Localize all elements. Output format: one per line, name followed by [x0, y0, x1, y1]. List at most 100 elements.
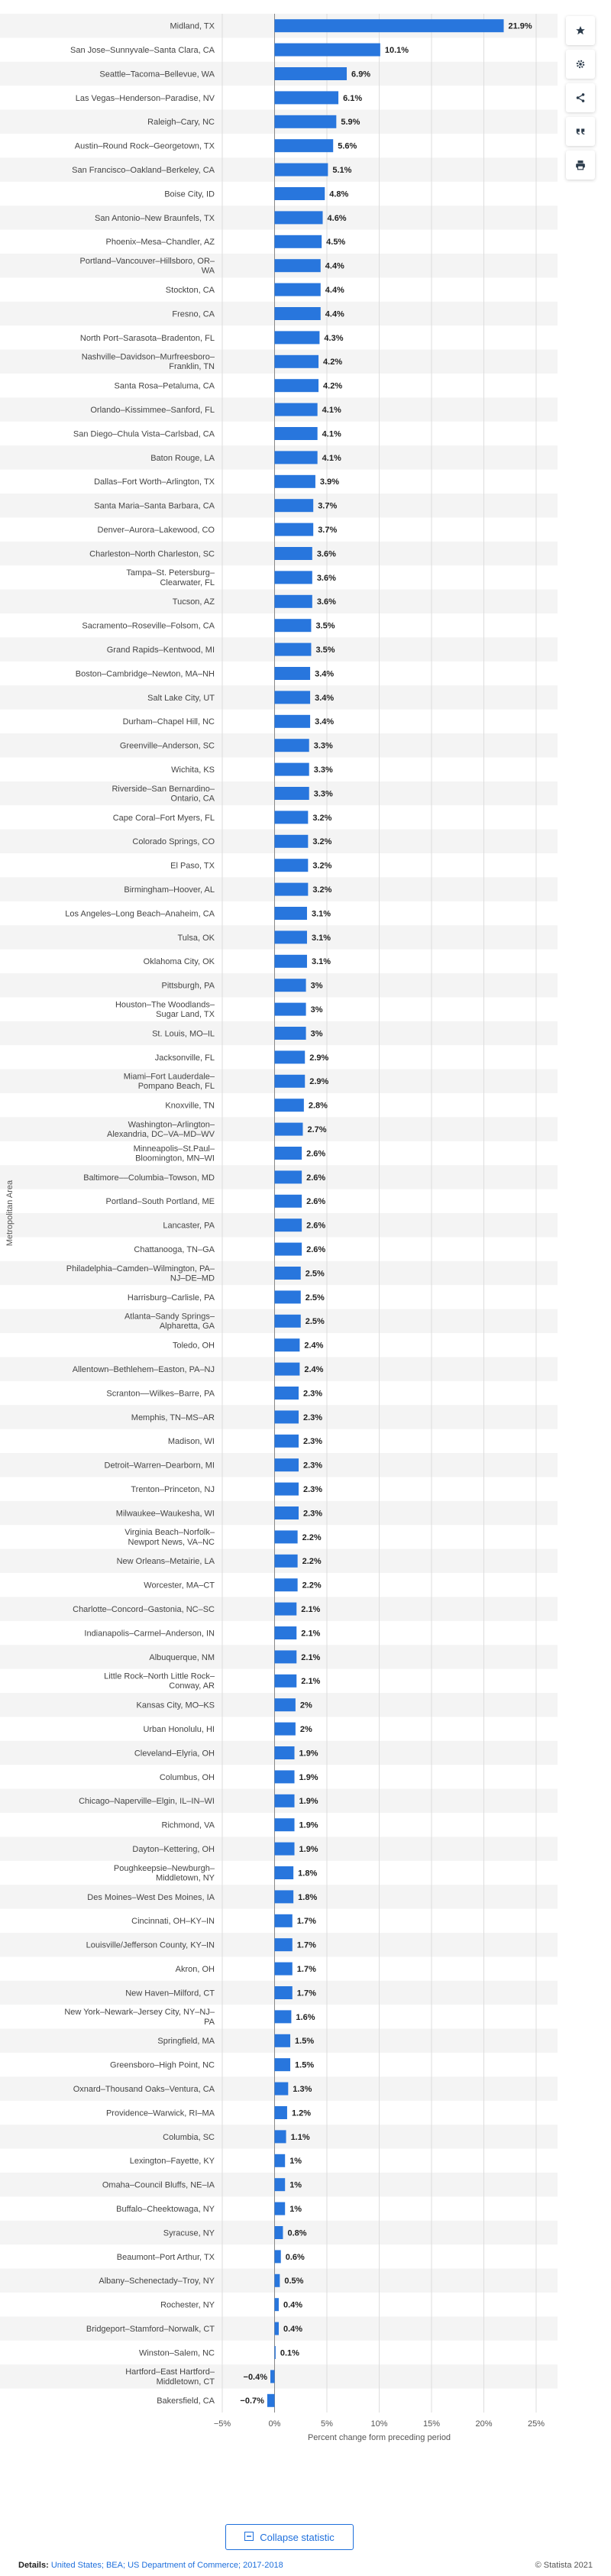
- bar[interactable]: [274, 1698, 296, 1712]
- bar[interactable]: [274, 1842, 295, 1856]
- bar[interactable]: [274, 1890, 294, 1904]
- bar[interactable]: [274, 2106, 287, 2119]
- bar[interactable]: [274, 2202, 286, 2215]
- bar[interactable]: [274, 1050, 306, 1064]
- bar[interactable]: [274, 1794, 295, 1807]
- bar[interactable]: [274, 354, 319, 368]
- bar[interactable]: [274, 2082, 289, 2095]
- bar[interactable]: [274, 1410, 299, 1424]
- bar[interactable]: [274, 2154, 286, 2167]
- bar[interactable]: [274, 811, 309, 824]
- bar[interactable]: [274, 1122, 303, 1136]
- bar[interactable]: [274, 474, 315, 488]
- bar[interactable]: [274, 1746, 295, 1759]
- bar[interactable]: [274, 211, 323, 225]
- bar[interactable]: [274, 1362, 300, 1376]
- bar[interactable]: [274, 1866, 294, 1879]
- bar[interactable]: [274, 979, 306, 992]
- bar[interactable]: [274, 283, 321, 296]
- bar[interactable]: [274, 523, 314, 536]
- bar[interactable]: [274, 1674, 297, 1688]
- bar[interactable]: [274, 1002, 306, 1016]
- bar[interactable]: [274, 1530, 298, 1544]
- bar[interactable]: [274, 2298, 279, 2312]
- bar[interactable]: [274, 67, 348, 80]
- collapse-statistic-button[interactable]: Collapse statistic: [225, 2524, 354, 2550]
- bar[interactable]: [274, 2346, 276, 2359]
- bar[interactable]: [274, 91, 339, 105]
- bar[interactable]: [274, 1218, 302, 1232]
- bar[interactable]: [274, 1458, 299, 1472]
- bar[interactable]: [274, 2034, 291, 2047]
- bar[interactable]: [274, 1314, 301, 1328]
- bar[interactable]: [274, 331, 320, 345]
- source-link[interactable]: United States; BEA; US Department of Com…: [50, 2561, 283, 2570]
- bar[interactable]: [274, 930, 307, 944]
- bar[interactable]: [274, 2130, 286, 2144]
- bar[interactable]: [274, 1387, 299, 1400]
- bar[interactable]: [274, 259, 321, 273]
- bar[interactable]: [274, 834, 309, 848]
- bar[interactable]: [274, 691, 311, 704]
- bar[interactable]: [274, 571, 312, 584]
- bar[interactable]: [274, 2010, 292, 2024]
- bar[interactable]: [274, 594, 312, 608]
- bar[interactable]: [274, 2058, 291, 2072]
- bar[interactable]: [274, 163, 328, 176]
- bar[interactable]: [270, 2370, 275, 2383]
- bar[interactable]: [274, 2250, 281, 2264]
- bar[interactable]: [274, 882, 309, 896]
- bar[interactable]: [274, 907, 307, 920]
- bar[interactable]: [274, 307, 321, 320]
- bar[interactable]: [274, 714, 311, 728]
- bar[interactable]: [274, 859, 309, 872]
- bar[interactable]: [274, 1074, 306, 1088]
- bar[interactable]: [274, 451, 318, 464]
- bar[interactable]: [274, 2226, 283, 2239]
- bar[interactable]: [274, 1338, 300, 1352]
- bar[interactable]: [274, 2273, 280, 2287]
- bar[interactable]: [274, 642, 312, 656]
- print-button[interactable]: [566, 150, 595, 180]
- bar[interactable]: [274, 1099, 304, 1112]
- bar[interactable]: [274, 2322, 279, 2335]
- cite-button[interactable]: [566, 117, 595, 146]
- bar[interactable]: [274, 1027, 306, 1040]
- bar[interactable]: [274, 739, 309, 752]
- bar[interactable]: [274, 1962, 293, 1976]
- bar[interactable]: [274, 1986, 293, 1999]
- bar[interactable]: [274, 1626, 297, 1639]
- share-button[interactable]: [566, 83, 595, 112]
- bar[interactable]: [274, 954, 307, 968]
- favorite-button[interactable]: [566, 16, 595, 45]
- bar[interactable]: [274, 379, 319, 393]
- bar[interactable]: [274, 1650, 297, 1664]
- bar[interactable]: [274, 187, 325, 200]
- bar[interactable]: [274, 115, 337, 128]
- bar[interactable]: [274, 1434, 299, 1448]
- bar[interactable]: [274, 1602, 297, 1616]
- bar[interactable]: [274, 499, 314, 513]
- bar[interactable]: [267, 2393, 275, 2407]
- bar[interactable]: [274, 1938, 293, 1952]
- bar[interactable]: [274, 1914, 293, 1927]
- bar[interactable]: [274, 1770, 295, 1784]
- bar[interactable]: [274, 619, 312, 633]
- bar[interactable]: [274, 1290, 301, 1304]
- bar[interactable]: [274, 667, 311, 680]
- bar[interactable]: [274, 43, 380, 57]
- bar[interactable]: [274, 1482, 299, 1496]
- bar[interactable]: [274, 547, 312, 560]
- bar[interactable]: [274, 19, 504, 33]
- bar[interactable]: [274, 427, 318, 440]
- bar[interactable]: [274, 1267, 301, 1280]
- bar[interactable]: [274, 139, 334, 153]
- bar[interactable]: [274, 1578, 298, 1592]
- bar[interactable]: [274, 1818, 295, 1832]
- bar[interactable]: [274, 1170, 302, 1184]
- bar[interactable]: [274, 2178, 286, 2192]
- settings-button[interactable]: [566, 50, 595, 79]
- bar[interactable]: [274, 403, 318, 416]
- bar[interactable]: [274, 1554, 298, 1568]
- bar[interactable]: [274, 1242, 302, 1256]
